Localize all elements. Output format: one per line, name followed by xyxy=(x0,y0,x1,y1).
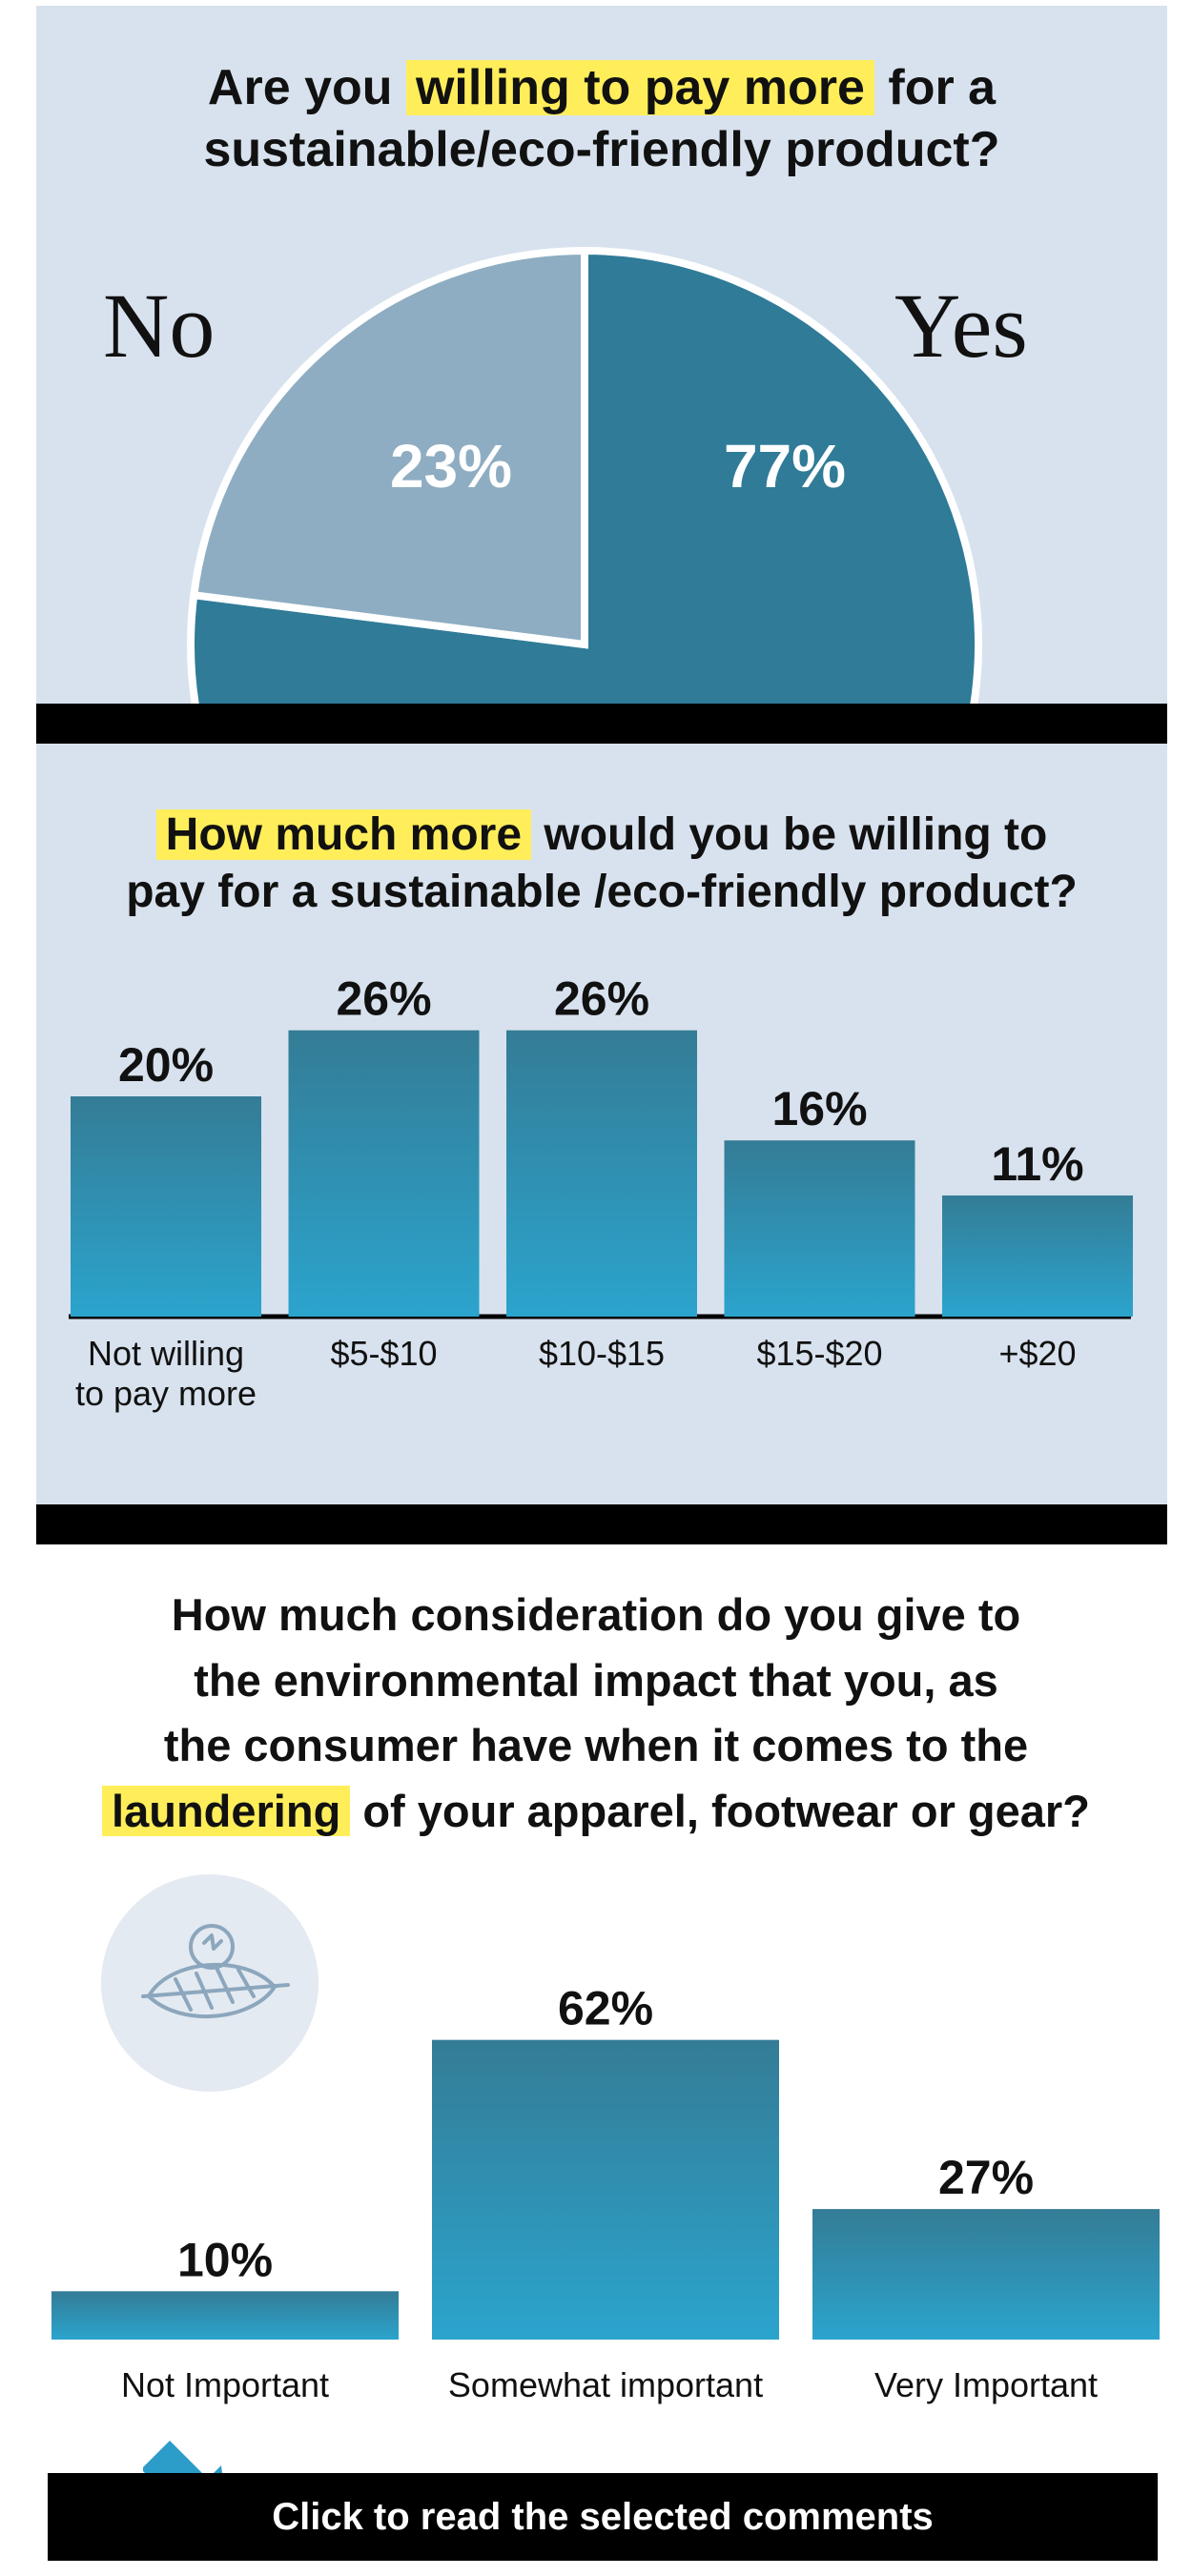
pie-question-line2: sustainable/eco-friendly product? xyxy=(203,122,1000,177)
bar xyxy=(288,1030,480,1317)
bar xyxy=(942,1195,1133,1317)
read-comments-label: Click to read the selected comments xyxy=(272,2495,934,2538)
pie-panel: Are you willing to pay more for a sustai… xyxy=(36,6,1167,704)
bar-category-label: $5-$10 xyxy=(330,1334,437,1373)
pie-value-label: 23% xyxy=(390,432,512,501)
bar xyxy=(51,2291,399,2340)
laundering-question-line1: How much consideration do you give to xyxy=(171,1589,1021,1640)
laundering-question-line4: of your apparel, footwear or gear? xyxy=(362,1785,1090,1836)
laundering-question-highlight: laundering xyxy=(102,1785,351,1836)
bar-category-label: +$20 xyxy=(998,1334,1076,1373)
bar xyxy=(506,1030,697,1317)
bar xyxy=(724,1140,915,1317)
bar-value-label: 10% xyxy=(177,2233,273,2286)
bar-value-label: 16% xyxy=(771,1082,867,1135)
bar-category-label: Very Important xyxy=(874,2365,1098,2404)
amount-question: How much more would you be willing to pa… xyxy=(36,807,1167,921)
read-comments-button[interactable]: Click to read the selected comments xyxy=(48,2473,1158,2561)
bar-value-label: 27% xyxy=(938,2151,1034,2204)
leaf-icon-badge xyxy=(101,1874,319,2092)
pie-question-post: for a xyxy=(888,60,997,115)
laundering-question-line3: the consumer have when it comes to the xyxy=(163,1720,1029,1771)
bar-value-label: 20% xyxy=(118,1038,214,1092)
bar xyxy=(812,2209,1160,2340)
bar-value-label: 26% xyxy=(336,972,431,1026)
bar-category-label: Somewhat important xyxy=(448,2365,763,2404)
laundering-question-line2: the environmental impact that you, as xyxy=(194,1654,998,1706)
bar xyxy=(432,2039,779,2340)
amount-question-highlight: How much more xyxy=(155,809,532,860)
bar-category-label: Not Important xyxy=(121,2365,329,2404)
pie-question-pre: Are you xyxy=(207,60,393,115)
bar-category-label: to pay more xyxy=(75,1374,257,1413)
bar-value-label: 11% xyxy=(991,1137,1083,1191)
section-divider-2 xyxy=(36,1504,1167,1544)
section-divider-1 xyxy=(36,704,1167,744)
pie-question-highlight: willing to pay more xyxy=(405,60,874,115)
bar-category-label: $10-$15 xyxy=(539,1334,665,1373)
laundering-bar-chart: 10% Not Important 62% Somewhat important 27%… xyxy=(51,1982,1160,2404)
pie-slice-no xyxy=(189,246,588,649)
pie-question: Are you willing to pay more for a sustai… xyxy=(36,57,1167,181)
leaf-icon xyxy=(141,1924,290,2018)
pie-chart: 77% 23% xyxy=(187,246,983,704)
pie-yes-label: Yes xyxy=(894,275,1028,377)
pie-value-label: 77% xyxy=(724,432,846,501)
bar-category-label: Not willing xyxy=(88,1334,244,1373)
amount-question-post: would you be willing to xyxy=(544,809,1048,860)
bar-category-label: $15-$20 xyxy=(756,1334,882,1373)
amount-panel: How much more would you be willing to pa… xyxy=(36,744,1167,1504)
bar xyxy=(71,1096,261,1317)
amount-question-line2: pay for a sustainable /eco-friendly prod… xyxy=(126,867,1078,917)
pie-no-label: No xyxy=(103,275,216,377)
bar-value-label: 26% xyxy=(554,972,649,1026)
laundering-question: How much consideration do you give to th… xyxy=(0,1583,1192,1844)
bar-value-label: 62% xyxy=(558,1982,653,2035)
